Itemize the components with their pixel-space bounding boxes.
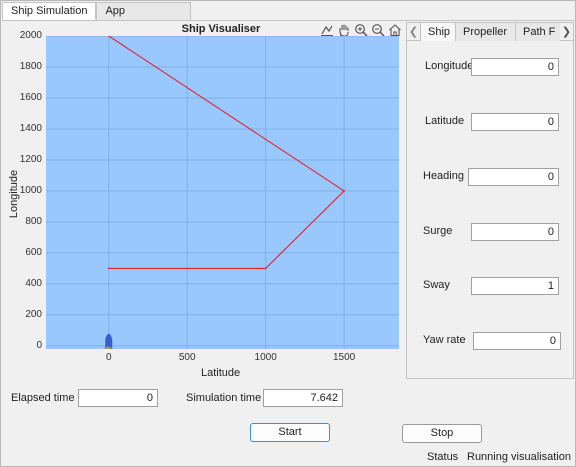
- sway-field[interactable]: 1: [471, 277, 559, 295]
- tab-ship[interactable]: Ship: [420, 23, 455, 41]
- pan-hand-icon[interactable]: [336, 22, 352, 38]
- path-waypoint: [107, 267, 110, 270]
- longitude-field[interactable]: 0: [471, 58, 559, 76]
- plot-area[interactable]: [46, 36, 399, 349]
- simulation-time-label: Simulation time: [186, 392, 262, 404]
- y-tick-label: 1800: [19, 60, 42, 72]
- ship-path-line: [108, 36, 345, 269]
- yaw-rate-field[interactable]: 0: [473, 332, 561, 350]
- surge-field[interactable]: 0: [471, 223, 559, 241]
- y-tick-label: 600: [25, 246, 42, 258]
- elapsed-time-field[interactable]: 0: [78, 389, 158, 407]
- tab-scroll-right-icon[interactable]: ❯: [561, 26, 572, 38]
- longitude-label: Longitude: [425, 60, 474, 72]
- latitude-label: Latitude: [425, 115, 465, 127]
- plot-title: Ship Visualiser: [181, 23, 261, 35]
- heading-label: Heading: [423, 170, 464, 182]
- y-tick-label: 1000: [19, 184, 42, 196]
- yaw-rate-label: Yaw rate: [423, 334, 466, 346]
- main-tab-strip: Ship Simulation App Description: [2, 2, 192, 34]
- tab-propeller[interactable]: Propeller: [455, 23, 515, 41]
- ship-marker-icon: [105, 333, 113, 349]
- x-tick-label: 500: [178, 352, 196, 363]
- x-tick-label: 1500: [332, 352, 356, 363]
- y-tick-label: 1400: [19, 122, 42, 134]
- start-button[interactable]: Start: [250, 423, 330, 442]
- status-label: Status: [427, 451, 459, 463]
- path-waypoint: [264, 267, 267, 270]
- simulation-time-field[interactable]: 7.642: [263, 389, 343, 407]
- zoom-in-icon[interactable]: [353, 22, 369, 38]
- y-tick-label: 1600: [19, 91, 42, 103]
- tab-ship-simulation[interactable]: Ship Simulation: [2, 2, 97, 20]
- y-tick-label: 200: [25, 308, 42, 320]
- tab-scroll-left-icon[interactable]: ❮: [408, 26, 419, 38]
- x-tick-label: 0: [105, 352, 112, 363]
- stop-button[interactable]: Stop: [402, 424, 482, 443]
- tab-path[interactable]: Path F: [515, 23, 560, 41]
- x-tick-label: 1000: [254, 352, 277, 363]
- settings-panel: ❮ Ship Propeller Path F ❯ Longitude 0 La…: [406, 22, 574, 379]
- plot-canvas: [46, 36, 399, 349]
- y-tick-label: 800: [25, 215, 42, 227]
- heading-field[interactable]: 0: [468, 168, 559, 186]
- y-axis-label: Longitude: [8, 169, 20, 219]
- zoom-out-icon[interactable]: [370, 22, 386, 38]
- path-waypoint: [343, 190, 345, 192]
- y-tick-label: 1200: [19, 153, 42, 165]
- y-tick-label: 0: [36, 339, 42, 351]
- y-tick-label: 400: [25, 277, 42, 289]
- status-value: Running visualisation: [467, 451, 571, 463]
- y-tick-label: 2000: [19, 30, 42, 41]
- tab-app-description[interactable]: App Description: [96, 2, 192, 34]
- latitude-field[interactable]: 0: [471, 113, 559, 131]
- sway-label: Sway: [423, 279, 450, 291]
- surge-label: Surge: [423, 225, 453, 237]
- settings-tab-strip: ❮ Ship Propeller Path F ❯: [407, 23, 573, 41]
- x-axis-label: Latitude: [201, 367, 241, 379]
- elapsed-time-label: Elapsed time: [11, 392, 75, 404]
- path-waypoint: [107, 36, 110, 37]
